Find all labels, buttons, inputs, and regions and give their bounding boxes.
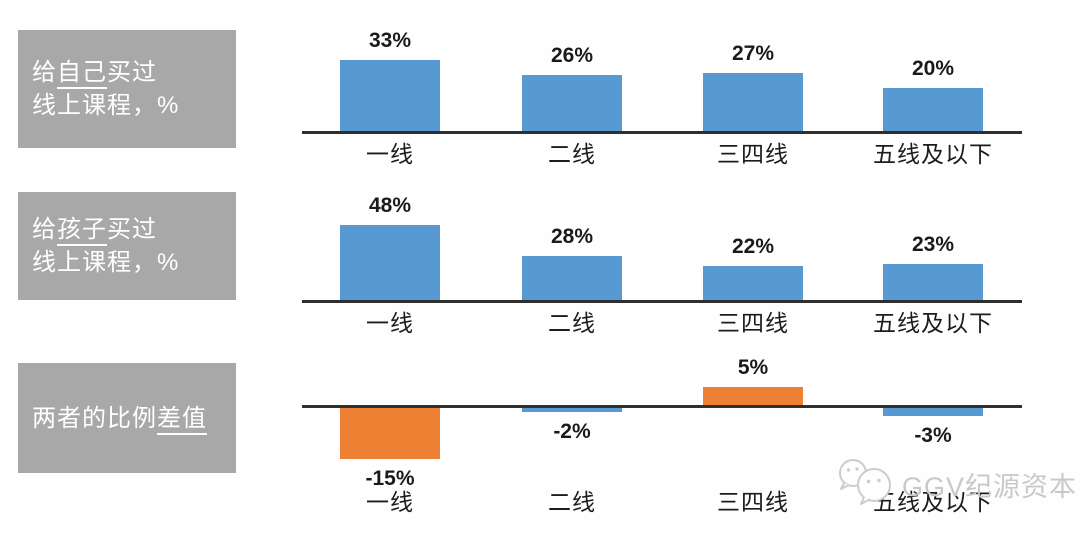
category-label: 二线	[548, 310, 596, 336]
bar-value-label: -15%	[365, 467, 415, 490]
row-label-segment: 线上课程，%	[32, 249, 180, 276]
bar	[883, 88, 983, 131]
bar	[340, 225, 440, 300]
row-label-box: 两者的比例差值	[18, 363, 236, 473]
category-label: 三四线	[717, 489, 789, 515]
bar-value-label: 5%	[737, 356, 769, 379]
row-label-box: 给自己买过线上课程，%	[18, 30, 236, 148]
row-label-text: 给自己买过	[32, 56, 236, 89]
axis-line	[302, 300, 1022, 303]
category-label: 三四线	[717, 141, 789, 167]
row-label-underlined: 差值	[157, 404, 207, 435]
row-label-segment: 给	[32, 59, 57, 86]
bar	[883, 264, 983, 300]
row-label-underlined: 自己	[57, 59, 107, 89]
axis-line	[302, 405, 1022, 408]
row-label-underlined: 孩子	[57, 216, 107, 246]
bar-value-label: -3%	[914, 424, 952, 447]
axis-line	[302, 131, 1022, 134]
category-label: 一线	[366, 489, 414, 515]
category-label: 五线及以下	[873, 310, 993, 336]
category-label: 三四线	[717, 310, 789, 336]
row-label-box: 给孩子买过线上课程，%	[18, 192, 236, 300]
bar-value-label: 20%	[911, 57, 955, 80]
bar-value-label: 48%	[368, 194, 412, 217]
bar	[522, 75, 622, 131]
row-label-text: 线上课程，%	[32, 89, 236, 122]
category-label: 二线	[548, 489, 596, 515]
row-label-segment: 买过	[107, 59, 157, 86]
row-label-text: 两者的比例差值	[32, 402, 236, 435]
bar-value-label: 26%	[550, 44, 594, 67]
category-label: 五线及以下	[873, 141, 993, 167]
bar	[340, 405, 440, 459]
bar-value-label: 28%	[550, 225, 594, 248]
row-label-text: 线上课程，%	[32, 246, 236, 279]
bar	[703, 387, 803, 405]
bar	[703, 73, 803, 131]
bar	[522, 256, 622, 300]
bar-value-label: 23%	[911, 233, 955, 256]
row-label-text: 给孩子买过	[32, 213, 236, 246]
row-label-segment: 给	[32, 216, 57, 243]
bar	[340, 60, 440, 131]
bar	[883, 405, 983, 416]
bar-value-label: -2%	[553, 420, 591, 443]
bar-value-label: 33%	[368, 29, 412, 52]
bar	[703, 266, 803, 300]
bar-value-label: 22%	[731, 235, 775, 258]
category-label: 二线	[548, 141, 596, 167]
row-label-segment: 线上课程，%	[32, 92, 180, 119]
category-label: 一线	[366, 310, 414, 336]
category-label: 一线	[366, 141, 414, 167]
row-label-segment: 买过	[107, 216, 157, 243]
bar	[522, 405, 622, 412]
bar-value-label: 27%	[731, 42, 775, 65]
row-label-segment: 两者的比例	[32, 404, 157, 432]
category-label: 五线及以下	[873, 489, 993, 515]
